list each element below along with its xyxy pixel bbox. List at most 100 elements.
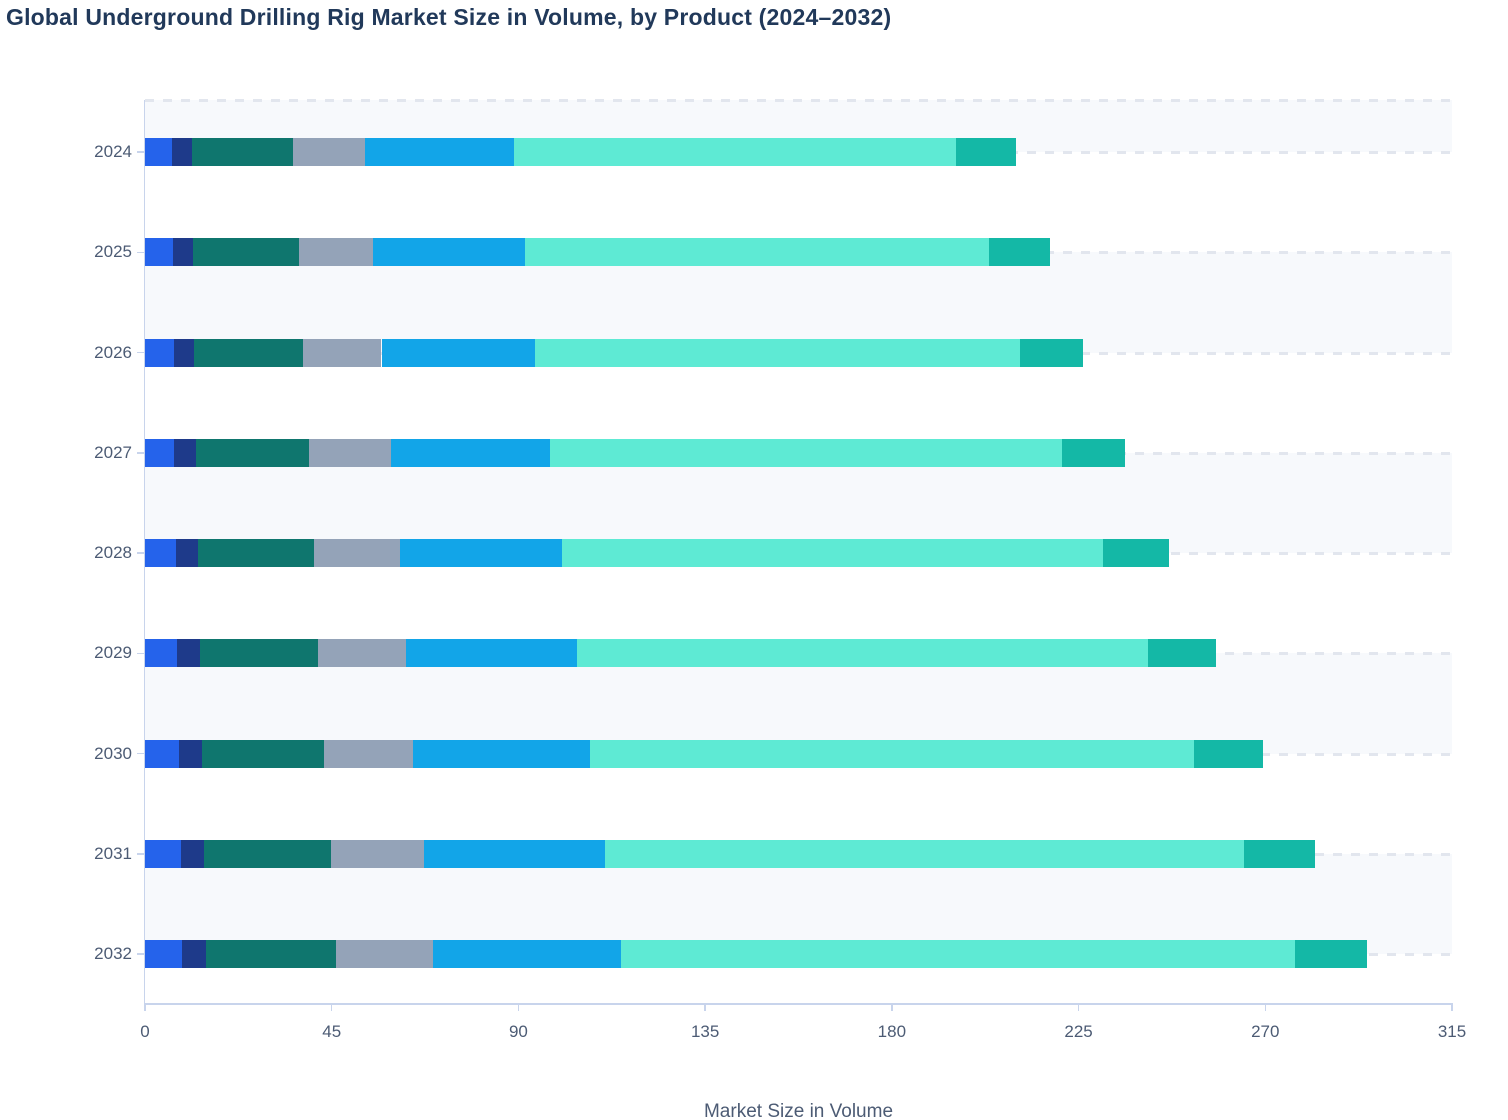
x-tick-label: 270 <box>1251 1022 1280 1041</box>
bar-segment[interactable] <box>400 539 563 567</box>
plot-area <box>145 99 1452 1003</box>
y-tick-label: 2026 <box>94 342 132 362</box>
y-tick-mark <box>137 452 144 454</box>
bar-segment[interactable] <box>292 138 365 166</box>
bar-segment[interactable] <box>381 338 536 367</box>
bar-segment[interactable] <box>1194 739 1264 768</box>
bar-segment[interactable] <box>423 839 606 868</box>
bar-segment[interactable] <box>331 839 424 868</box>
bar-segment[interactable] <box>199 639 318 668</box>
x-tick-label: 90 <box>508 1022 528 1041</box>
bar-segment[interactable] <box>174 438 196 467</box>
bar-segment[interactable] <box>191 138 293 166</box>
bar-segment[interactable] <box>194 338 304 367</box>
bar-row-2026 <box>145 338 1083 367</box>
bar-segment[interactable] <box>605 839 1245 868</box>
bar-segment[interactable] <box>313 539 401 567</box>
bar-segment[interactable] <box>621 940 1295 968</box>
bar-segment[interactable] <box>201 739 325 768</box>
bar-segment[interactable] <box>145 338 174 367</box>
bar-segment[interactable] <box>988 238 1051 267</box>
y-tick-label: 2032 <box>94 944 132 963</box>
bar-segment[interactable] <box>303 338 382 367</box>
bar-segment[interactable] <box>182 940 207 968</box>
x-tick-mark <box>1077 1003 1080 1011</box>
bar-segment[interactable] <box>193 238 299 267</box>
bar-segment[interactable] <box>317 639 407 668</box>
bar-segment[interactable] <box>406 639 577 668</box>
bar-segment[interactable] <box>1020 338 1083 367</box>
bar-segment[interactable] <box>1294 940 1367 968</box>
x-tick-label: 225 <box>1064 1022 1093 1041</box>
y-tick-mark <box>137 652 144 654</box>
bar-segment[interactable] <box>364 138 514 166</box>
bar-segment[interactable] <box>197 539 314 567</box>
bar-segment[interactable] <box>145 940 183 968</box>
x-tick-label: 180 <box>877 1022 907 1041</box>
bar-segment[interactable] <box>549 438 1062 467</box>
bar-segment[interactable] <box>335 940 433 968</box>
bar-segment[interactable] <box>145 539 176 567</box>
bar-segment[interactable] <box>413 739 591 768</box>
bar-segment[interactable] <box>562 539 1104 567</box>
gridline <box>145 99 1452 102</box>
bar-segment[interactable] <box>524 238 989 267</box>
bar-segment[interactable] <box>1103 539 1169 567</box>
bar-segment[interactable] <box>309 438 392 467</box>
bar-segment[interactable] <box>372 238 525 267</box>
bar-segment[interactable] <box>145 438 175 467</box>
row-band <box>145 653 1452 754</box>
bar-row-2030 <box>145 739 1264 768</box>
row-band <box>145 452 1452 553</box>
bar-segment[interactable] <box>298 238 373 267</box>
bar-segment[interactable] <box>145 138 172 166</box>
bar-segment[interactable] <box>171 138 192 166</box>
bar-segment[interactable] <box>195 438 310 467</box>
bar-segment[interactable] <box>513 138 957 166</box>
bar-segment[interactable] <box>576 639 1149 668</box>
bar-row-2025 <box>145 238 1051 267</box>
bar-row-2031 <box>145 839 1316 868</box>
bar-row-2032 <box>145 940 1367 968</box>
bar-segment[interactable] <box>145 238 173 267</box>
bar-segment[interactable] <box>172 238 194 267</box>
bar-segment[interactable] <box>956 138 1017 166</box>
y-axis-line <box>143 100 145 1004</box>
bar-segment[interactable] <box>590 739 1195 768</box>
bar-segment[interactable] <box>206 940 336 968</box>
bar-segment[interactable] <box>535 338 1021 367</box>
y-tick-mark <box>137 251 144 253</box>
bar-segment[interactable] <box>204 839 332 868</box>
bar-segment[interactable] <box>177 639 200 668</box>
x-tick-mark <box>891 1003 893 1011</box>
bar-row-2024 <box>145 138 1017 166</box>
row-band <box>145 853 1452 954</box>
y-tick-mark <box>137 351 144 354</box>
row-band <box>145 252 1452 353</box>
x-tick-label: 0 <box>140 1022 150 1041</box>
bar-segment[interactable] <box>179 739 202 768</box>
bar-segment[interactable] <box>180 839 205 868</box>
bar-segment[interactable] <box>1244 839 1316 868</box>
y-tick-label: 2024 <box>94 142 132 161</box>
x-axis-line <box>143 1003 1452 1005</box>
y-tick-label: 2031 <box>94 843 132 863</box>
y-tick-mark <box>137 752 144 755</box>
bar-segment[interactable] <box>324 739 414 768</box>
bar-segment[interactable] <box>173 338 195 367</box>
bar-segment[interactable] <box>145 639 178 668</box>
y-tick-label: 2030 <box>94 743 132 763</box>
y-tick-mark <box>137 853 144 855</box>
x-tick-label: 45 <box>322 1022 342 1041</box>
x-tick-mark <box>517 1003 520 1011</box>
bar-segment[interactable] <box>432 940 622 968</box>
bar-segment[interactable] <box>175 539 198 567</box>
row-band <box>145 753 1452 854</box>
y-tick-label: 2027 <box>94 442 132 462</box>
x-tick-label: 135 <box>690 1022 720 1041</box>
bar-segment[interactable] <box>145 839 181 868</box>
bar-segment[interactable] <box>1061 438 1126 467</box>
bar-segment[interactable] <box>391 438 550 467</box>
bar-segment[interactable] <box>1148 639 1217 668</box>
bar-segment[interactable] <box>145 739 180 768</box>
